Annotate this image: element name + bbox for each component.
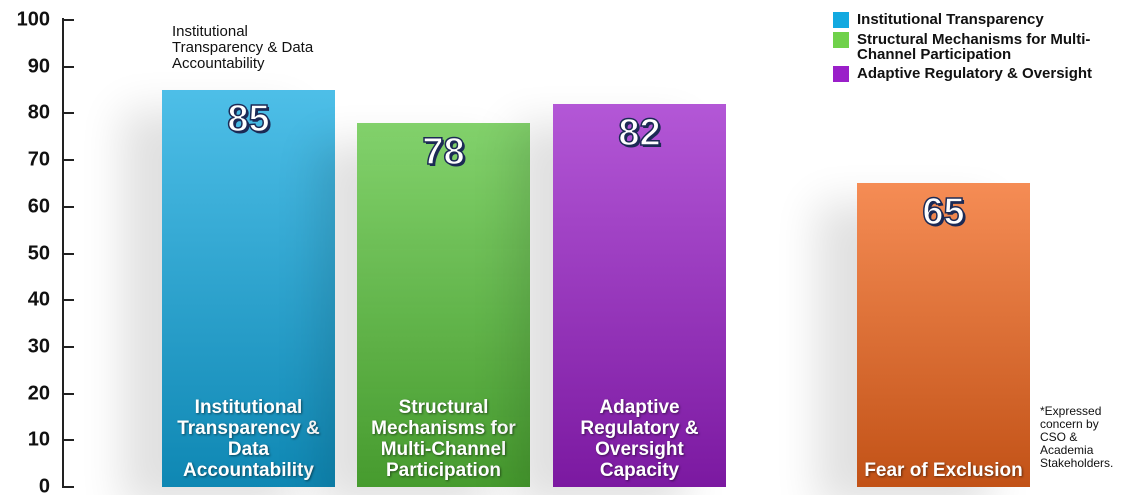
value-label: 82 bbox=[618, 111, 662, 155]
value-label: 85 bbox=[227, 97, 271, 141]
tick-mark bbox=[62, 65, 74, 68]
bar bbox=[857, 183, 1030, 487]
legend-item: Adaptive Regulatory & Oversight bbox=[833, 66, 1123, 82]
legend-swatch bbox=[833, 12, 849, 28]
legend-swatch bbox=[833, 32, 849, 48]
value-label: 78 bbox=[422, 130, 466, 174]
legend: Institutional Transparency Structural Mec… bbox=[833, 12, 1123, 86]
y-tick-label: 100 bbox=[16, 8, 50, 31]
legend-item: Structural Mechanisms for Multi-Channel … bbox=[833, 32, 1123, 62]
legend-label: Institutional Transparency bbox=[857, 11, 1044, 28]
tick-mark bbox=[62, 159, 74, 162]
value-label: 65 bbox=[922, 191, 966, 235]
legend-label: Adaptive Regulatory & Oversight bbox=[857, 65, 1093, 82]
tick-mark bbox=[62, 345, 74, 348]
footnote: *Expressed concern by CSO & Academia Sta… bbox=[1040, 404, 1114, 470]
tick-mark bbox=[62, 299, 74, 302]
bar bbox=[553, 104, 726, 487]
category-label: Fear of Exclusion bbox=[864, 460, 1023, 481]
tick-mark bbox=[62, 486, 74, 488]
y-tick-label: 10 bbox=[27, 428, 50, 451]
legend-swatch bbox=[833, 66, 849, 82]
category-label: Structural Mechanisms for Multi-Channel … bbox=[371, 397, 516, 481]
y-tick-label: 20 bbox=[27, 382, 50, 405]
tick-mark bbox=[62, 392, 74, 395]
tick-mark bbox=[62, 19, 74, 21]
bar bbox=[162, 90, 335, 487]
y-tick-label: 90 bbox=[27, 55, 50, 78]
y-tick-label: 50 bbox=[27, 242, 50, 264]
y-tick-label: 40 bbox=[27, 288, 50, 311]
category-label: Adaptive Regulatory & Oversight Capacity bbox=[580, 397, 699, 481]
y-tick-label: 30 bbox=[27, 335, 50, 358]
y-tick-label: 70 bbox=[27, 148, 50, 171]
y-tick-label: 80 bbox=[27, 101, 50, 124]
legend-label: Structural Mechanisms for Multi-Channel … bbox=[857, 31, 1091, 63]
tick-mark bbox=[62, 439, 74, 442]
legend-item: Institutional Transparency bbox=[833, 12, 1123, 28]
y-tick-label: 0 bbox=[38, 475, 50, 495]
tick-mark bbox=[62, 112, 74, 115]
tick-mark bbox=[62, 252, 74, 255]
category-label: Institutional Transparency & Data Accoun… bbox=[177, 397, 320, 481]
bar bbox=[357, 122, 530, 487]
annotation: Institutional Transparency & Data Accoun… bbox=[172, 23, 314, 72]
y-tick-label: 60 bbox=[27, 195, 50, 218]
tick-mark bbox=[62, 205, 74, 208]
